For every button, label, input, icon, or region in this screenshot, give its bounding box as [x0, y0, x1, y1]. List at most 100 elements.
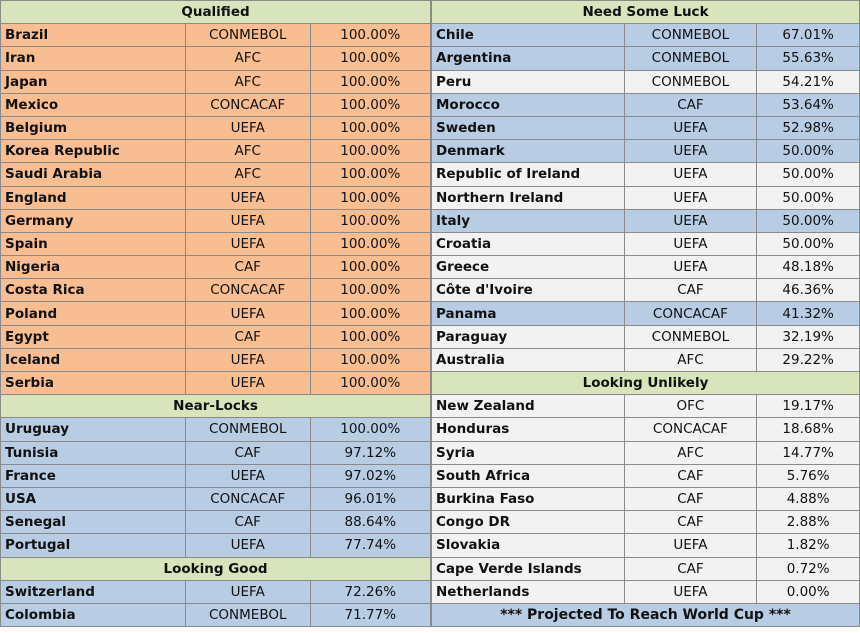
table-row: Honduras CONCACAF 18.68% [431, 417, 860, 442]
team-name: Honduras [431, 417, 625, 442]
looking-unlikely-header: Looking Unlikely [431, 370, 860, 396]
team-name: Portugal [0, 533, 186, 558]
table-row: Costa Rica CONCACAF 100.00% [0, 278, 432, 303]
qualify-percentage: 2.88% [756, 510, 860, 535]
left-table: Qualified Brazil CONMEBOL 100.00% Iran AFC 100… [0, 0, 432, 628]
team-name: Greece [431, 255, 625, 280]
near-locks-header: Near-Locks [0, 394, 431, 419]
confederation: UEFA [623, 579, 758, 604]
confederation: CAF [623, 510, 758, 535]
confederation: UEFA [623, 139, 758, 164]
team-name: USA [0, 486, 186, 512]
table-row: Switzerland UEFA 72.26% [0, 579, 432, 604]
table-row: Denmark UEFA 50.00% [431, 139, 860, 164]
team-name: Australia [431, 347, 625, 373]
team-name: Italy [431, 208, 625, 233]
confederation: CAF [184, 510, 311, 535]
qualify-percentage: 67.01% [756, 23, 860, 48]
confederation: UEFA [623, 231, 758, 257]
team-name: Belgium [0, 115, 186, 141]
confederation: CONCACAF [184, 92, 311, 117]
qualify-percentage: 0.72% [756, 556, 860, 581]
confederation: CONMEBOL [184, 417, 311, 442]
team-name: Congo DR [431, 510, 625, 535]
qualify-percentage: 100.00% [309, 115, 432, 141]
team-name: Egypt [0, 324, 186, 349]
section-title: Near-Locks [0, 394, 431, 419]
confederation: CONMEBOL [623, 69, 758, 94]
team-name: Cape Verde Islands [431, 556, 625, 581]
confederation: UEFA [623, 115, 758, 141]
qualify-percentage: 100.00% [309, 23, 432, 48]
confederation: CAF [184, 324, 311, 349]
table-row: Australia AFC 29.22% [431, 347, 860, 373]
table-row: Brazil CONMEBOL 100.00% [0, 23, 432, 48]
confederation: UEFA [184, 115, 311, 141]
table-row: Germany UEFA 100.00% [0, 208, 432, 233]
qualify-percentage: 100.00% [309, 417, 432, 442]
team-name: Switzerland [0, 579, 186, 604]
team-name: Germany [0, 208, 186, 233]
confederation: UEFA [623, 255, 758, 280]
table-row: Iran AFC 100.00% [0, 46, 432, 71]
qualify-percentage: 46.36% [756, 278, 860, 303]
team-name: Republic of Ireland [431, 162, 625, 187]
table-row: Panama CONCACAF 41.32% [431, 301, 860, 326]
qualify-percentage: 71.77% [309, 602, 432, 628]
confederation: AFC [184, 69, 311, 94]
footer-note: *** Projected To Reach World Cup *** [431, 602, 860, 628]
team-name: Mexico [0, 92, 186, 117]
table-row: Italy UEFA 50.00% [431, 208, 860, 233]
confederation: AFC [623, 347, 758, 373]
qualify-percentage: 41.32% [756, 301, 860, 326]
qualify-percentage: 50.00% [756, 231, 860, 257]
team-name: Tunisia [0, 440, 186, 465]
qualify-percentage: 4.88% [756, 486, 860, 512]
qualify-percentage: 72.26% [309, 579, 432, 604]
table-row: Nigeria CAF 100.00% [0, 255, 432, 280]
team-name: Côte d'Ivoire [431, 278, 625, 303]
confederation: CAF [184, 440, 311, 465]
confederation: UEFA [623, 185, 758, 210]
qualify-percentage: 100.00% [309, 347, 432, 373]
team-name: Iran [0, 46, 186, 71]
looking-good-header: Looking Good [0, 556, 431, 581]
team-name: Spain [0, 231, 186, 257]
team-name: Netherlands [431, 579, 625, 604]
table-row: France UEFA 97.02% [0, 463, 432, 488]
confederation: UEFA [184, 533, 311, 558]
qualify-percentage: 100.00% [309, 69, 432, 94]
team-name: Costa Rica [0, 278, 186, 303]
table-row: Greece UEFA 48.18% [431, 255, 860, 280]
confederation: CONMEBOL [623, 46, 758, 71]
table-row: Northern Ireland UEFA 50.00% [431, 185, 860, 210]
confederation: UEFA [184, 301, 311, 326]
qualified-header: Qualified [0, 0, 431, 25]
team-name: Iceland [0, 347, 186, 373]
qualify-percentage: 0.00% [756, 579, 860, 604]
qualify-percentage: 77.74% [309, 533, 432, 558]
table-row: Slovakia UEFA 1.82% [431, 533, 860, 558]
team-name: Uruguay [0, 417, 186, 442]
confederation: UEFA [184, 370, 311, 396]
need-some-luck-header: Need Some Luck [431, 0, 860, 25]
team-name: Brazil [0, 23, 186, 48]
qualify-percentage: 100.00% [309, 301, 432, 326]
team-name: Northern Ireland [431, 185, 625, 210]
confederation: UEFA [623, 208, 758, 233]
team-name: Denmark [431, 139, 625, 164]
confederation: UEFA [184, 463, 311, 488]
table-row: Sweden UEFA 52.98% [431, 115, 860, 141]
table-row: Japan AFC 100.00% [0, 69, 432, 94]
team-name: Morocco [431, 92, 625, 117]
table-row: Korea Republic AFC 100.00% [0, 139, 432, 164]
team-name: Colombia [0, 602, 186, 628]
qualify-percentage: 88.64% [309, 510, 432, 535]
qualify-percentage: 50.00% [756, 139, 860, 164]
confederation: UEFA [184, 185, 311, 210]
qualify-percentage: 32.19% [756, 324, 860, 349]
qualify-percentage: 19.17% [756, 394, 860, 419]
team-name: New Zealand [431, 394, 625, 419]
team-name: Croatia [431, 231, 625, 257]
table-row: Côte d'Ivoire CAF 46.36% [431, 278, 860, 303]
